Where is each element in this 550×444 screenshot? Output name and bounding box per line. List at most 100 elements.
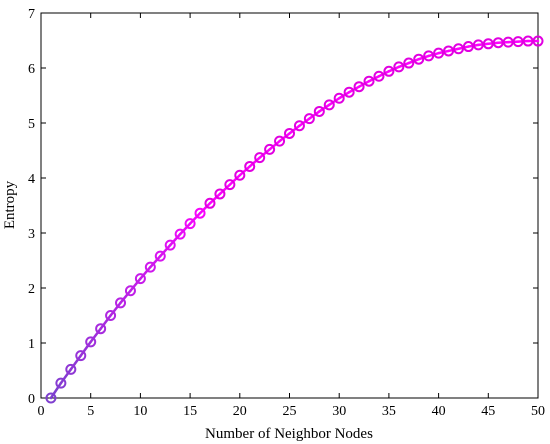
y-tick-label: 1 xyxy=(28,337,35,352)
series-line-segment xyxy=(377,70,391,78)
data-point xyxy=(134,273,146,285)
data-point xyxy=(204,197,216,209)
series-line-segment xyxy=(218,183,232,196)
series-line-segment xyxy=(258,148,271,159)
data-point xyxy=(75,350,87,362)
series-line-segment xyxy=(328,97,341,107)
x-axis: 0 5 10 15 20 25 30 35 40 45 50 xyxy=(38,13,545,419)
y-axis-label: Entropy xyxy=(2,180,18,229)
data-point xyxy=(234,169,246,181)
data-point xyxy=(174,228,186,240)
y-axis: 0 1 2 3 4 5 6 7 xyxy=(28,7,538,407)
data-point xyxy=(115,297,127,309)
series-line-segment xyxy=(59,368,73,385)
plot-area xyxy=(40,12,539,399)
y-tick-label: 7 xyxy=(28,7,35,22)
data-point xyxy=(55,377,67,389)
data-point xyxy=(105,310,117,321)
data-point xyxy=(482,38,494,50)
x-tick-label: 25 xyxy=(283,404,297,419)
data-point xyxy=(194,207,206,219)
series-line-segment xyxy=(159,243,172,258)
data-point xyxy=(462,41,474,53)
series-line-segment xyxy=(129,277,142,292)
data-point xyxy=(452,43,464,55)
series-line-segment xyxy=(238,165,251,177)
data-point xyxy=(532,35,544,47)
x-tick-label: 35 xyxy=(382,404,396,419)
data-point xyxy=(95,323,107,335)
data-point xyxy=(214,188,226,200)
data-point xyxy=(343,86,355,98)
series-line-segment xyxy=(318,103,331,113)
x-tick-label: 20 xyxy=(233,404,247,419)
data-point xyxy=(244,160,256,172)
series-line-segment xyxy=(99,314,112,330)
y-tick-label: 2 xyxy=(28,282,35,297)
data-point xyxy=(353,81,365,93)
series-line-segment xyxy=(357,79,371,88)
y-tick-label: 6 xyxy=(28,62,35,77)
series-entropy xyxy=(45,35,544,404)
data-point xyxy=(154,250,166,262)
data-point xyxy=(313,105,325,117)
data-point xyxy=(333,92,345,104)
data-point xyxy=(144,261,156,273)
x-tick-label: 45 xyxy=(481,404,495,419)
series-line-segment xyxy=(109,301,122,317)
y-tick-label: 5 xyxy=(28,117,35,132)
data-point xyxy=(383,65,395,77)
x-tick-label: 50 xyxy=(531,404,545,419)
series-line-segment xyxy=(89,327,102,344)
series-line-segment xyxy=(337,90,351,100)
data-point xyxy=(164,239,176,251)
data-point xyxy=(293,120,305,132)
series-line-segment xyxy=(49,381,63,400)
data-point xyxy=(443,45,455,57)
x-tick-label: 10 xyxy=(133,404,147,419)
series-line-segment xyxy=(79,340,92,357)
y-tick-label: 3 xyxy=(28,227,35,242)
series-line-segment xyxy=(367,75,381,83)
x-tick-label: 0 xyxy=(38,404,45,419)
series-line-segment xyxy=(278,132,291,143)
data-point xyxy=(124,285,136,297)
data-point xyxy=(65,363,77,375)
x-tick-label: 40 xyxy=(432,404,446,419)
data-point xyxy=(284,127,295,139)
data-point xyxy=(254,152,266,164)
series-line-segment xyxy=(228,174,242,186)
data-point xyxy=(472,39,484,51)
data-point xyxy=(373,70,385,82)
data-point xyxy=(303,113,315,125)
series-line-segment xyxy=(248,156,261,168)
data-point xyxy=(264,143,276,155)
data-point xyxy=(85,336,97,348)
series-line-segment xyxy=(308,110,321,120)
series-line-segment xyxy=(347,85,361,94)
x-tick-label: 15 xyxy=(183,404,197,419)
data-point xyxy=(184,218,196,230)
series-line-segment xyxy=(178,222,192,236)
data-point xyxy=(45,392,57,404)
data-point xyxy=(323,99,335,111)
data-point xyxy=(433,47,445,59)
data-point xyxy=(393,61,405,73)
series-line-segment xyxy=(119,289,132,305)
y-tick-label: 4 xyxy=(28,172,35,187)
series-line-segment xyxy=(149,254,162,269)
series-line-segment xyxy=(139,265,152,280)
series-line-segment xyxy=(288,124,301,135)
series-line-segment xyxy=(208,192,222,205)
data-point xyxy=(363,75,375,87)
x-tick-label: 30 xyxy=(332,404,346,419)
series-line-segment xyxy=(268,139,281,151)
data-point xyxy=(274,135,286,147)
data-point xyxy=(224,179,236,191)
data-point xyxy=(403,57,415,69)
series-line-segment xyxy=(188,211,202,225)
y-tick-label: 0 xyxy=(28,392,35,407)
series-line-segment xyxy=(198,202,212,215)
x-axis-label: Number of Neighbor Nodes xyxy=(205,426,373,442)
